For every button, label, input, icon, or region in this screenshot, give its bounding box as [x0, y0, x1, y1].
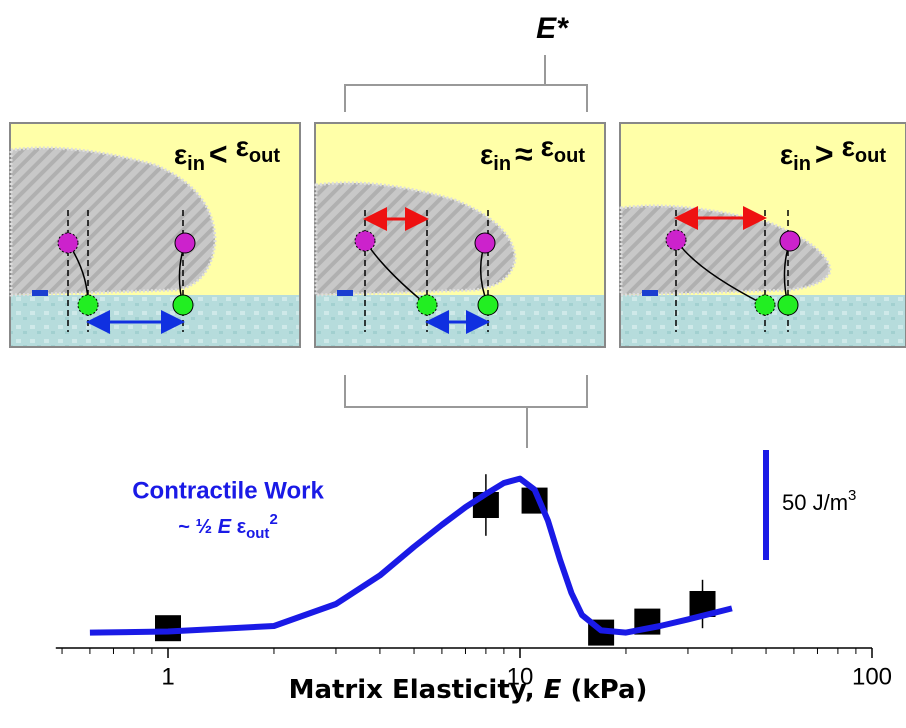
subscript: out	[554, 145, 585, 167]
figure: E* εin<εoutεin≈εoutεin>εout 110100Matrix…	[0, 0, 906, 728]
subscript: in	[493, 153, 511, 175]
bracket-bottom	[345, 375, 587, 448]
adhesion	[32, 290, 48, 296]
panel: εin<εout	[10, 123, 300, 347]
symbol: ≈	[515, 136, 533, 172]
bracket-top	[345, 55, 587, 112]
myosin	[666, 230, 686, 250]
integrin	[778, 295, 798, 315]
myosin	[58, 233, 78, 253]
scale-bar-label: 50 J/m3	[782, 487, 856, 515]
integrin	[78, 295, 98, 315]
scale-bar-label-text: 50 J/m	[782, 490, 848, 515]
formula-part: out	[246, 525, 269, 542]
subscript: in	[187, 153, 205, 175]
symbol: ε	[174, 139, 187, 170]
myosin	[475, 233, 495, 253]
x-axis-label-part: Matrix Elasticity,	[289, 675, 544, 705]
annotation: Contractile Work	[132, 477, 324, 504]
adhesion	[642, 290, 658, 296]
x-axis-label-part: (kPa)	[561, 675, 647, 705]
symbol: ε	[780, 139, 793, 170]
formula-part: E	[218, 516, 232, 538]
symbol: ε	[842, 131, 855, 162]
myosin	[175, 233, 195, 253]
formula: ~ ½ E εout2	[178, 511, 278, 542]
integrin	[478, 295, 498, 315]
integrin	[173, 295, 193, 315]
x-axis-label-part: E	[544, 675, 562, 705]
formula-part: 2	[269, 511, 277, 528]
subscript: out	[855, 145, 886, 167]
symbol: ε	[541, 131, 554, 162]
symbol: <	[209, 136, 228, 172]
symbol: ε	[236, 131, 249, 162]
x-tick-label: 1	[161, 663, 174, 690]
symbol: >	[815, 136, 834, 172]
adhesion	[337, 290, 353, 296]
formula-part: ε	[231, 516, 247, 538]
integrin	[755, 295, 775, 315]
formula-part: ~ ½	[178, 516, 217, 538]
subscript: out	[249, 145, 280, 167]
subscript: in	[793, 153, 811, 175]
symbol: ε	[480, 139, 493, 170]
myosin	[780, 231, 800, 251]
scale-bar-label-sup: 3	[848, 487, 856, 504]
panel: εin>εout	[620, 123, 906, 347]
panel: εin≈εout	[315, 123, 605, 347]
myosin	[355, 231, 375, 251]
integrin	[417, 295, 437, 315]
x-tick-label: 100	[852, 663, 892, 690]
x-axis-label: Matrix Elasticity, E (kPa)	[289, 675, 648, 705]
title: E*	[536, 12, 569, 45]
